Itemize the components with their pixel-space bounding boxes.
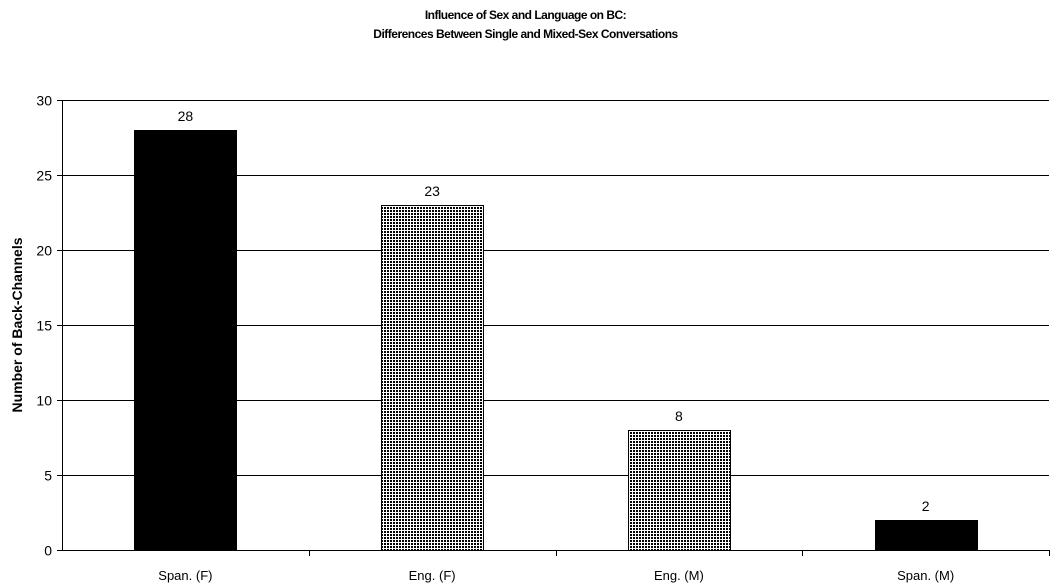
- y-axis-label: Number of Back-Channels: [9, 237, 25, 412]
- data-label: 8: [675, 408, 683, 424]
- y-tick-label: 5: [44, 468, 52, 484]
- y-tick-label: 15: [36, 318, 52, 334]
- x-tick-label: Span. (F): [158, 568, 212, 583]
- y-tick-label: 30: [36, 93, 52, 109]
- data-label: 2: [922, 498, 930, 514]
- bar-eng-f: [381, 205, 484, 551]
- y-tick-label: 20: [36, 243, 52, 259]
- data-label: 28: [178, 108, 194, 124]
- axes: [57, 100, 1050, 556]
- bar-span-m: [875, 520, 978, 551]
- x-tick-label: Eng. (M): [654, 568, 704, 583]
- y-tick-label: 25: [36, 168, 52, 184]
- x-tick-label: Span. (M): [897, 568, 954, 583]
- bars: [134, 130, 978, 551]
- labels: 0 5 10 15 20 25 30 28 Span. (F) 23 Eng. (F) 8 Eng. (…: [36, 93, 954, 584]
- bar-eng-m: [628, 430, 731, 551]
- bar-span-f: [134, 130, 237, 551]
- chart-subtitle: Differences Between Single and Mixed-Sex…: [373, 27, 678, 41]
- y-tick-label: 0: [44, 543, 52, 559]
- y-tick-label: 10: [36, 393, 52, 409]
- chart-title: Influence of Sex and Language on BC:: [424, 8, 627, 22]
- data-label: 23: [424, 183, 440, 199]
- x-tick-label: Eng. (F): [409, 568, 456, 583]
